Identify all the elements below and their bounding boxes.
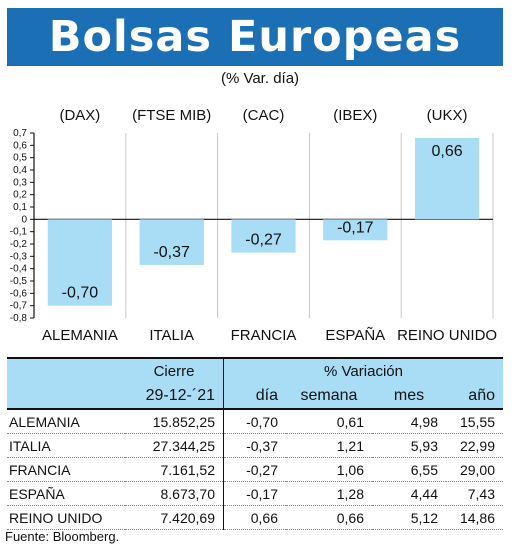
table-header-row-2: 29-12-´21 día semana mes año bbox=[7, 384, 503, 410]
bar-value-label: -0,17 bbox=[337, 219, 374, 236]
cell-anio: 14,86 bbox=[446, 505, 503, 530]
cell-mes: 4,98 bbox=[372, 409, 446, 434]
y-tick-label: 0,3 bbox=[13, 177, 27, 188]
cell-name: REINO UNIDO bbox=[7, 505, 125, 530]
cell-semana: 0,66 bbox=[286, 505, 372, 530]
cell-semana: 1,06 bbox=[286, 457, 372, 482]
cell-anio: 22,99 bbox=[446, 433, 503, 458]
bar-value-label: -0,27 bbox=[245, 232, 282, 249]
cell-semana: 0,61 bbox=[286, 409, 372, 434]
cell-dia: 0,66 bbox=[223, 505, 286, 530]
table-row: FRANCIA 7.161,52 -0,27 1,06 6,55 29,00 bbox=[7, 457, 503, 482]
header-mes: mes bbox=[372, 384, 446, 410]
header-anio: año bbox=[446, 384, 503, 410]
bar bbox=[231, 219, 296, 253]
cell-name: ESPAÑA bbox=[7, 481, 125, 506]
cell-dia: -0,17 bbox=[223, 481, 286, 506]
category-label: FRANCIA bbox=[231, 327, 297, 344]
bar-value-label: -0,37 bbox=[153, 244, 190, 261]
cell-mes: 5,12 bbox=[372, 505, 446, 530]
cell-cierre: 7.420,69 bbox=[125, 505, 224, 530]
cell-name: FRANCIA bbox=[7, 457, 125, 482]
y-tick-label: 0,1 bbox=[13, 202, 27, 213]
y-tick-label: -0,7 bbox=[10, 301, 28, 312]
category-label: ESPAÑA bbox=[325, 327, 385, 344]
category-label: REINO UNIDO bbox=[397, 327, 497, 344]
y-tick-label: -0,1 bbox=[10, 227, 28, 238]
cell-dia: -0,27 bbox=[223, 457, 286, 482]
header-semana: semana bbox=[286, 384, 372, 410]
cell-mes: 5,93 bbox=[372, 433, 446, 458]
index-label: (IBEX) bbox=[333, 107, 377, 124]
chart-title-banner: Bolsas Europeas bbox=[7, 8, 503, 66]
y-tick-label: -0,2 bbox=[10, 239, 28, 250]
cell-cierre: 7.161,52 bbox=[125, 457, 224, 482]
bar bbox=[323, 219, 388, 241]
y-tick-label: 0,6 bbox=[13, 140, 27, 151]
category-label: ALEMANIA bbox=[42, 327, 118, 344]
cell-mes: 6,55 bbox=[372, 457, 446, 482]
cell-name: ALEMANIA bbox=[7, 409, 125, 434]
index-label: (CAC) bbox=[243, 107, 285, 124]
bar-value-label: -0,70 bbox=[62, 285, 99, 302]
bar-value-label: 0,66 bbox=[432, 143, 463, 160]
header-date: 29-12-´21 bbox=[125, 384, 224, 410]
y-tick-label: -0,3 bbox=[10, 251, 28, 262]
table-row: REINO UNIDO 7.420,69 0,66 0,66 5,12 14,86 bbox=[7, 505, 503, 530]
y-tick-label: -0,8 bbox=[10, 313, 28, 324]
y-tick-label: -0,6 bbox=[10, 288, 28, 299]
table-header-row-1: Cierre % Variación bbox=[7, 357, 503, 384]
y-tick-label: 0,4 bbox=[13, 165, 27, 176]
bar bbox=[414, 137, 480, 220]
cell-semana: 1,28 bbox=[286, 481, 372, 506]
cell-mes: 4,44 bbox=[372, 481, 446, 506]
cell-semana: 1,21 bbox=[286, 433, 372, 458]
bar bbox=[47, 219, 113, 306]
header-dia: día bbox=[223, 384, 286, 410]
data-table: Cierre % Variación 29-12-´21 día semana … bbox=[7, 357, 503, 530]
header-variacion: % Variación bbox=[223, 357, 503, 384]
cell-dia: -0,37 bbox=[223, 433, 286, 458]
header-cierre: Cierre bbox=[125, 357, 224, 384]
cell-anio: 7,43 bbox=[446, 481, 503, 506]
category-label: ITALIA bbox=[149, 327, 194, 344]
y-tick-label: 0,5 bbox=[13, 153, 27, 164]
y-tick-label: 0,2 bbox=[13, 190, 27, 201]
cell-cierre: 15.852,25 bbox=[125, 409, 224, 434]
table-row: ESPAÑA 8.673,70 -0,17 1,28 4,44 7,43 bbox=[7, 481, 503, 506]
bar-chart: 0,70,60,50,40,30,20,10-0,1-0,2-0,3-0,4-0… bbox=[10, 107, 497, 344]
y-tick-label: -0,4 bbox=[10, 264, 28, 275]
cell-anio: 29,00 bbox=[446, 457, 503, 482]
bar bbox=[139, 219, 204, 265]
index-label: (FTSE MIB) bbox=[132, 107, 211, 124]
y-tick-label: -0,5 bbox=[10, 276, 28, 287]
y-tick-label: 0,7 bbox=[13, 128, 27, 139]
chart-subtitle: (% Var. día) bbox=[220, 70, 300, 87]
cell-anio: 15,55 bbox=[446, 409, 503, 434]
cell-cierre: 27.344,25 bbox=[125, 433, 224, 458]
index-label: (UKX) bbox=[427, 107, 468, 124]
cell-dia: -0,70 bbox=[223, 409, 286, 434]
cell-cierre: 8.673,70 bbox=[125, 481, 224, 506]
source-note: Fuente: Bloomberg. bbox=[5, 529, 120, 544]
table-row: ITALIA 27.344,25 -0,37 1,21 5,93 22,99 bbox=[7, 433, 503, 458]
table-row: ALEMANIA 15.852,25 -0,70 0,61 4,98 15,55 bbox=[7, 409, 503, 434]
y-tick-label: 0 bbox=[21, 214, 27, 225]
cell-name: ITALIA bbox=[7, 433, 125, 458]
index-label: (DAX) bbox=[59, 107, 100, 124]
chart-title: Bolsas Europeas bbox=[48, 12, 462, 62]
